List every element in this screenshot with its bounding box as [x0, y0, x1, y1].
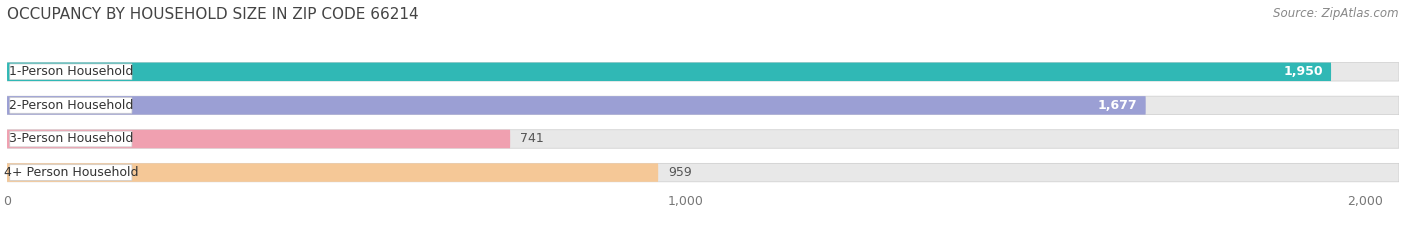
FancyBboxPatch shape: [7, 62, 1399, 81]
FancyBboxPatch shape: [7, 130, 1399, 148]
FancyBboxPatch shape: [7, 96, 1399, 115]
Text: Source: ZipAtlas.com: Source: ZipAtlas.com: [1274, 7, 1399, 20]
Text: 1,677: 1,677: [1098, 99, 1137, 112]
Text: 741: 741: [520, 133, 544, 145]
Text: 1,950: 1,950: [1284, 65, 1323, 78]
Text: 1-Person Household: 1-Person Household: [8, 65, 134, 78]
Text: 3-Person Household: 3-Person Household: [8, 133, 134, 145]
FancyBboxPatch shape: [7, 163, 1399, 182]
FancyBboxPatch shape: [7, 96, 1146, 115]
Text: OCCUPANCY BY HOUSEHOLD SIZE IN ZIP CODE 66214: OCCUPANCY BY HOUSEHOLD SIZE IN ZIP CODE …: [7, 7, 419, 22]
Text: 959: 959: [668, 166, 692, 179]
FancyBboxPatch shape: [10, 165, 132, 180]
FancyBboxPatch shape: [10, 98, 132, 113]
FancyBboxPatch shape: [7, 130, 510, 148]
FancyBboxPatch shape: [7, 163, 658, 182]
FancyBboxPatch shape: [7, 62, 1331, 81]
FancyBboxPatch shape: [10, 64, 132, 80]
Text: 4+ Person Household: 4+ Person Household: [4, 166, 138, 179]
Text: 2-Person Household: 2-Person Household: [8, 99, 134, 112]
FancyBboxPatch shape: [10, 131, 132, 147]
